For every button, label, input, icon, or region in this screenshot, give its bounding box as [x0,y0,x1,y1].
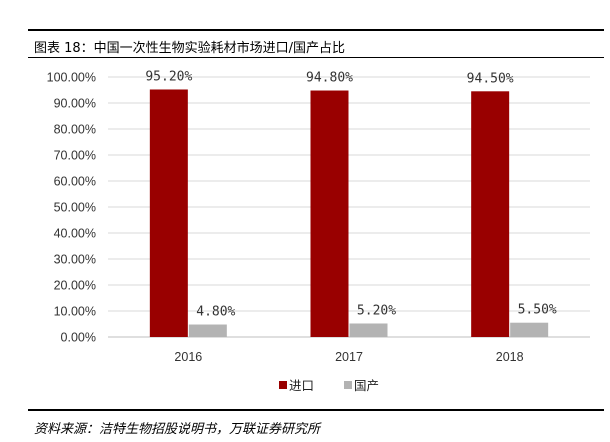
source-rule [28,409,604,411]
title-rule-top [28,29,604,31]
bar-domestic-2016 [188,324,227,337]
y-tick-label: 90.00% [54,97,96,111]
legend-label: 进口 [289,378,314,393]
y-tick-label: 0.00% [61,331,96,345]
y-tick-label: 80.00% [54,123,96,137]
y-tick-label: 10.00% [54,305,96,319]
y-tick-label: 50.00% [54,201,96,215]
y-tick-label: 60.00% [54,175,96,189]
bar-import-2016 [149,89,188,337]
legend: 进口 国产 [279,378,379,393]
x-tick-label: 2017 [335,350,363,364]
bars [149,89,549,338]
x-tick-label: 2016 [174,350,202,364]
data-label: 94.50% [467,71,514,86]
data-label: 94.80% [306,71,353,86]
y-tick-label: 70.00% [54,149,96,163]
bar-import-2018 [471,91,510,337]
bar-domestic-2018 [510,322,549,337]
x-tick-label: 2018 [496,350,524,364]
y-axis-ticks: 0.00% 10.00% 20.00% 30.00% 40.00% 50.00% 60.00… [47,71,96,345]
x-axis-ticks: 2016 2017 2018 [174,350,523,364]
legend-swatch [279,381,287,389]
figure-title: 图表 18：中国一次性生物实验耗材市场进口/国产占比 [34,41,346,56]
data-label: 4.80% [196,305,235,320]
y-tick-label: 40.00% [54,227,96,241]
y-tick-label: 100.00% [47,71,96,85]
gridlines [108,76,590,338]
legend-swatch [344,381,352,389]
title-rule-bottom [28,57,604,58]
data-label: 5.20% [357,303,396,318]
source-note: 资料来源：洁特生物招股说明书，万联证券研究所 [34,422,321,437]
y-tick-label: 30.00% [54,253,96,267]
data-label: 5.50% [518,303,557,318]
y-tick-label: 20.00% [54,279,96,293]
bar-domestic-2017 [349,323,388,337]
data-label: 95.20% [145,69,192,84]
legend-label: 国产 [354,378,379,393]
data-labels: 95.20% 4.80% 94.80% 5.20% 94.50% 5.50% [145,69,557,319]
bar-import-2017 [310,90,349,338]
